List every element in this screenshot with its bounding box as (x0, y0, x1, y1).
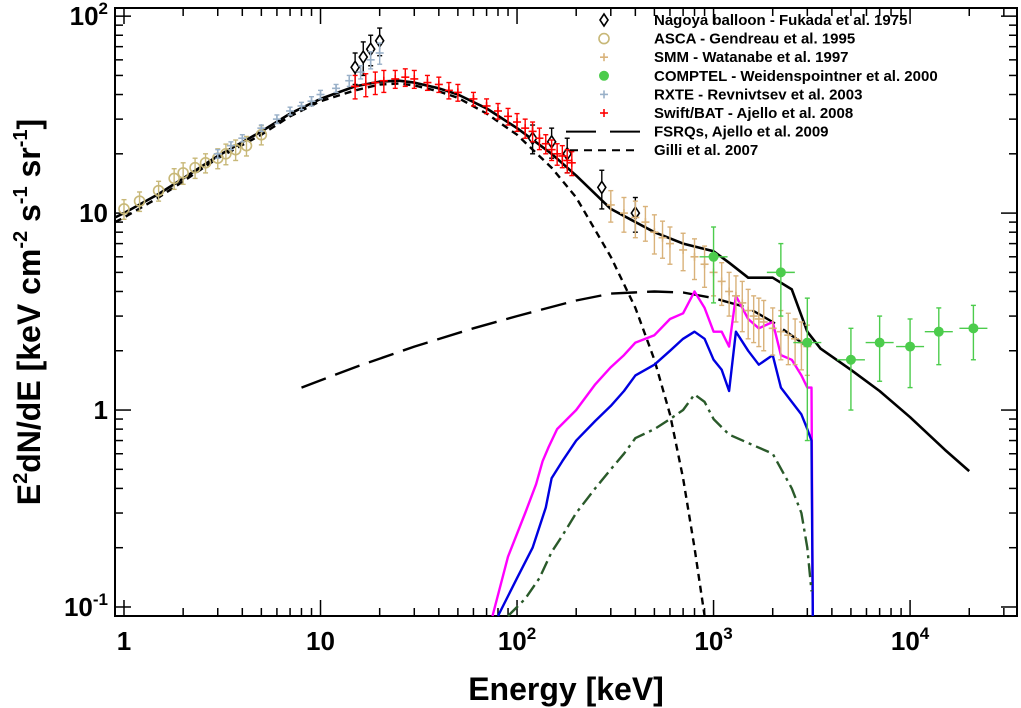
x-tick-label-sup: 2 (527, 624, 536, 643)
data-point-1 (152, 184, 165, 197)
y-tick-label-base: 10 (64, 592, 93, 622)
data-point-3 (874, 337, 885, 348)
y-axis-title: E2dN/dE [keV cm-2 s-1 sr-1] (10, 119, 47, 505)
legend-label-0: Nagoya balloon - Fukada et al. 1975 (654, 12, 907, 29)
x-tick-label-base: 10 (694, 626, 723, 656)
y-tick-label-sup: 2 (99, 0, 108, 18)
data-point-3 (905, 341, 916, 352)
y-axis-title-sup1: 2 (10, 473, 32, 484)
y-axis-title-mid3: sr (11, 147, 47, 186)
plot-frame (114, 7, 1018, 617)
y-tick-label-base: 1 (94, 395, 108, 425)
data-point-3 (802, 337, 813, 348)
y-tick-label: 102 (70, 0, 108, 31)
x-tick-label: 104 (891, 624, 930, 656)
y-axis-title-sup2: -2 (10, 231, 32, 249)
x-tick-label-sup: 3 (723, 624, 732, 643)
series-line-1 (114, 82, 706, 617)
data-point-0 (596, 179, 607, 195)
y-tick-label-base: 10 (79, 198, 108, 228)
data-point-0 (358, 49, 369, 65)
y-axis-title-sup4: -1 (10, 129, 32, 147)
x-tick-label: 10 (306, 626, 335, 656)
series-line-5 (507, 393, 813, 617)
legend-label-1: ASCA - Gendreau et al. 1995 (654, 31, 855, 48)
y-axis-title-end: ] (11, 119, 47, 130)
data-point-1 (168, 172, 180, 185)
x-tick-label-base: 1 (117, 626, 131, 656)
data-point-1 (177, 167, 189, 179)
data-point-3 (708, 251, 719, 262)
data-point-3 (968, 323, 979, 334)
x-axis-title: Energy [keV] (468, 671, 664, 707)
x-tick-label-base: 10 (891, 626, 920, 656)
data-point-3 (845, 354, 856, 365)
x-tick-label: 1 (117, 626, 131, 656)
y-tick-label: 10-1 (64, 590, 108, 622)
y-axis-title-base: E (11, 484, 47, 505)
legend: Nagoya balloon - Fukada et al. 1975 ASCA … (566, 12, 938, 159)
data-point-1 (133, 195, 146, 207)
x-tick-labels: 1 10 102 103 104 (117, 624, 930, 656)
data-point-3 (933, 326, 944, 337)
series-line-0 (114, 79, 971, 473)
series-line-4 (496, 330, 814, 617)
series-line-2 (301, 290, 808, 389)
series-line-3 (491, 290, 814, 617)
legend-label-2: SMM - Watanabe et al. 1997 (654, 49, 849, 66)
grid-ticks (114, 8, 1017, 617)
plot-area (114, 7, 1018, 617)
x-tick-label: 103 (694, 624, 732, 656)
data-point-3 (775, 267, 786, 278)
y-axis-title-sup3: -1 (10, 186, 32, 204)
data-point-1 (199, 157, 212, 169)
legend-symbol-0 (599, 12, 609, 28)
data-point-1 (240, 139, 253, 152)
y-tick-label-base: 10 (70, 1, 99, 31)
x-tick-label-sup: 4 (920, 624, 930, 643)
legend-label-4: RXTE - Revnivtsev et al. 2003 (654, 86, 862, 103)
legend-symbol-1 (598, 32, 610, 45)
x-tick-label: 102 (498, 624, 536, 656)
model-curves (114, 79, 971, 617)
data-point-0 (350, 59, 361, 75)
legend-label-3: COMPTEL - Weidenspointner et al. 2000 (654, 68, 938, 85)
data-point-1 (118, 203, 130, 215)
legend-symbol-3 (599, 70, 609, 81)
y-axis-title-mid2: s (11, 204, 47, 231)
data-point-1 (189, 161, 201, 174)
legend-label-5: Swift/BAT - Ajello et al. 2008 (654, 105, 853, 122)
y-tick-label: 1 (94, 395, 108, 425)
y-axis-title-mid: dN/dE [keV cm (11, 249, 47, 473)
y-tick-label: 10 (79, 198, 108, 228)
legend-label-7: Gilli et al. 2007 (654, 142, 758, 159)
x-tick-label-base: 10 (306, 626, 335, 656)
data-points (118, 27, 988, 442)
y-tick-label-sup: -1 (93, 590, 108, 609)
legend-label-6: FSRQs, Ajello et al. 2009 (654, 124, 829, 141)
x-tick-label-base: 10 (498, 626, 527, 656)
